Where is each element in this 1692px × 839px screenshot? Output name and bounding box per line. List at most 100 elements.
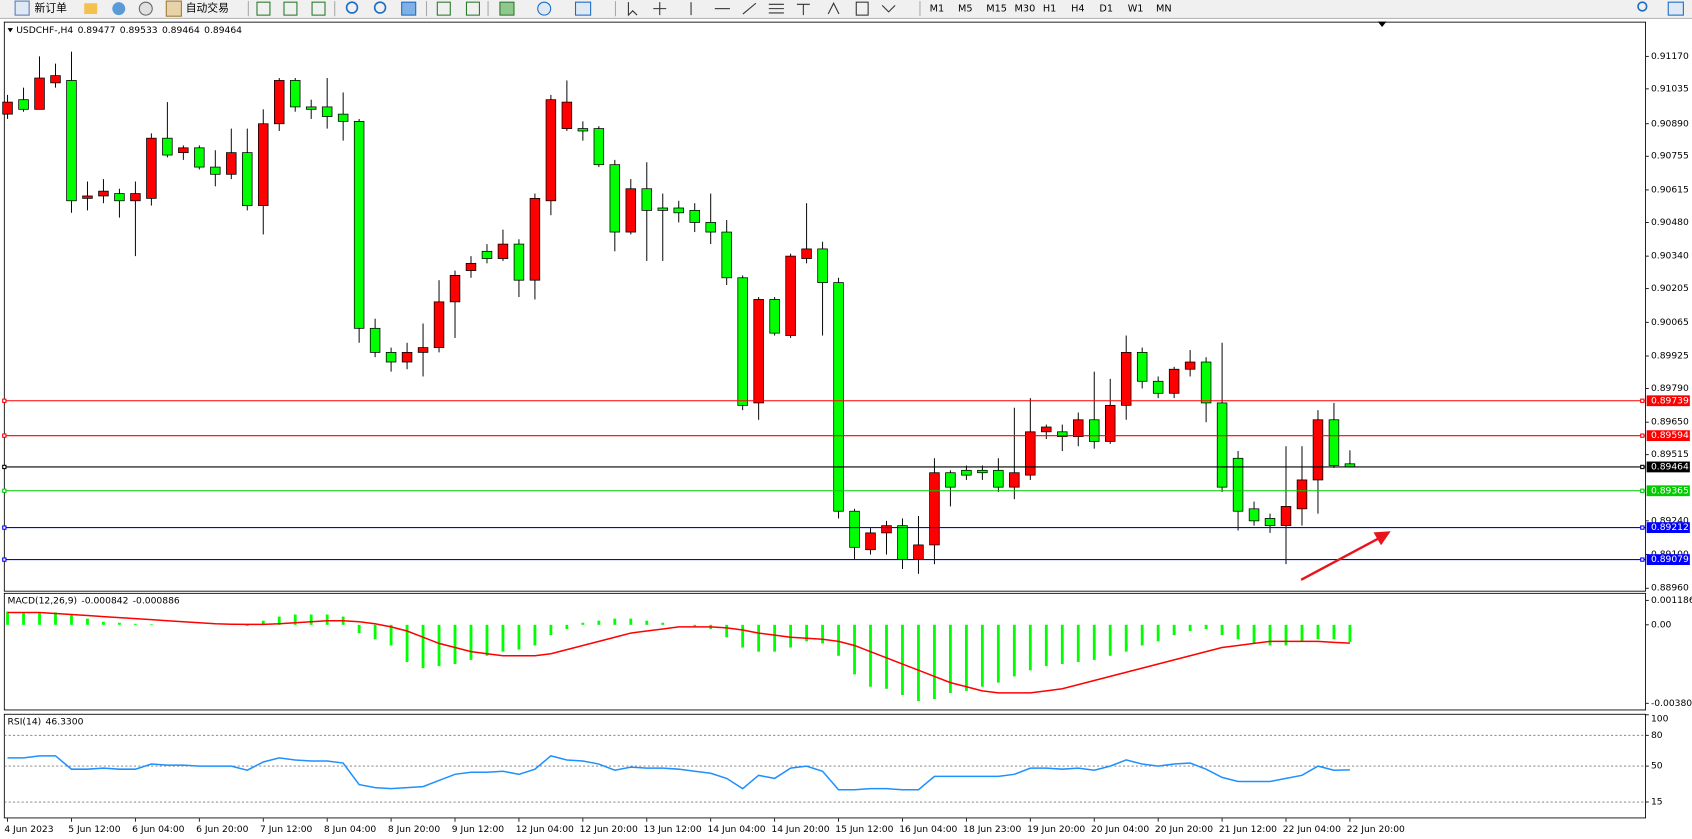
candle-body [34,77,45,110]
icon[interactable] [311,1,326,16]
symbol: USDCHF-,H4 [16,25,73,36]
icon[interactable] [373,1,387,14]
level-handle [1640,398,1645,403]
x-tick-label: 15 Jun 12:00 [835,824,893,835]
icon[interactable] [1667,1,1684,16]
icon[interactable] [165,0,182,17]
candle-body [577,128,589,132]
candle-body [210,166,221,175]
candle-body [1280,506,1292,527]
level-label-bg [1646,430,1690,442]
period-button[interactable]: D1 [1099,4,1113,15]
y-tick-label: 0.89650 [1651,417,1689,428]
x-tick-label: 16 Jun 04:00 [899,824,957,835]
histogram-bar [1268,624,1272,646]
candle-body [258,123,269,206]
candle-body [1168,368,1180,394]
icon[interactable] [401,1,417,16]
histogram-bar [22,612,25,625]
histogram-bar [1012,624,1016,677]
y-tick-label: -0.003802 [1651,698,1692,709]
icon[interactable] [112,2,126,16]
histogram-bar [293,614,297,625]
icon[interactable] [827,2,840,15]
histogram-bar [821,624,824,644]
candle-body [417,347,429,353]
candle-body [194,147,205,168]
indicator-line [7,611,1350,694]
x-tick-label: 12 Jun 20:00 [580,824,638,835]
histogram-bar [549,624,553,636]
candle-body [178,147,189,154]
icon[interactable] [345,1,359,14]
macd-header: MACD(12,26,9) -0.000842 -0.000886 [8,595,180,606]
histogram-bar [1332,624,1336,640]
period-button[interactable]: M1 [930,4,945,15]
icon[interactable] [283,1,298,16]
x-tick-label: 19 Jun 20:00 [1027,824,1085,835]
x-tick-label: 8 Jun 20:00 [388,824,441,835]
indicator-name: MACD(12,26,9) [8,595,78,606]
period-button[interactable]: H1 [1043,4,1056,15]
period-button[interactable]: W1 [1128,4,1144,15]
histogram-bar [1124,624,1128,652]
icon[interactable] [537,1,552,16]
histogram-bar [405,624,409,662]
icon[interactable] [84,3,98,15]
period-button[interactable]: M15 [986,4,1007,15]
candle-body [162,137,173,156]
icon[interactable] [796,3,810,16]
icon[interactable] [436,1,451,16]
y-tick-label: 0.90755 [1651,151,1689,162]
period-button[interactable]: MN [1156,4,1172,15]
header-icon [7,28,13,33]
icon[interactable] [653,2,667,16]
candle-body [1248,508,1260,522]
level-handle [2,398,7,403]
icon[interactable] [499,1,515,16]
icon[interactable] [855,1,869,16]
candle-body [273,80,285,125]
histogram-bar [1252,624,1256,644]
icon[interactable] [14,0,30,16]
histogram-bar [741,624,745,648]
x-tick-label: 22 Jun 20:00 [1347,824,1405,835]
candle-body [449,275,461,303]
arrow-head [1373,531,1391,546]
icon[interactable] [138,1,153,16]
icon[interactable] [627,2,638,17]
candle-body [114,193,125,202]
candle-body [689,210,700,223]
period-button[interactable]: H4 [1071,4,1084,15]
candle-body [1136,352,1148,382]
candle-body [769,299,780,334]
histogram-bar [533,624,537,646]
y-tick-label: 0.00 [1651,619,1672,630]
icon[interactable] [465,1,480,16]
icon[interactable] [742,2,757,15]
candle-body [242,152,253,206]
icon[interactable] [256,1,271,16]
icon[interactable] [881,5,896,13]
histogram-bar [964,624,968,691]
period-button[interactable]: M5 [958,4,973,15]
candle-body [545,99,557,202]
search-icon[interactable] [1637,1,1648,12]
y-tick-label: 0.90615 [1651,184,1689,195]
period-button[interactable]: M30 [1015,4,1036,15]
histogram-bar [1172,624,1176,636]
histogram-bar [1092,624,1096,660]
histogram-bar [133,623,137,625]
toolbar-button[interactable]: 新订单 [35,2,68,15]
level-handle [2,488,7,493]
toolbar-button[interactable]: 自动交易 [186,2,229,15]
candle-body [865,532,876,551]
histogram-bar [1204,624,1208,629]
histogram-bar [613,618,617,625]
candle-body [1296,479,1308,510]
icon[interactable] [768,3,784,14]
toolbar-bg [0,0,1692,19]
candle-body [1025,431,1036,476]
icon[interactable] [574,1,592,16]
toolbar: 新订单 自动交易 [0,0,1692,19]
